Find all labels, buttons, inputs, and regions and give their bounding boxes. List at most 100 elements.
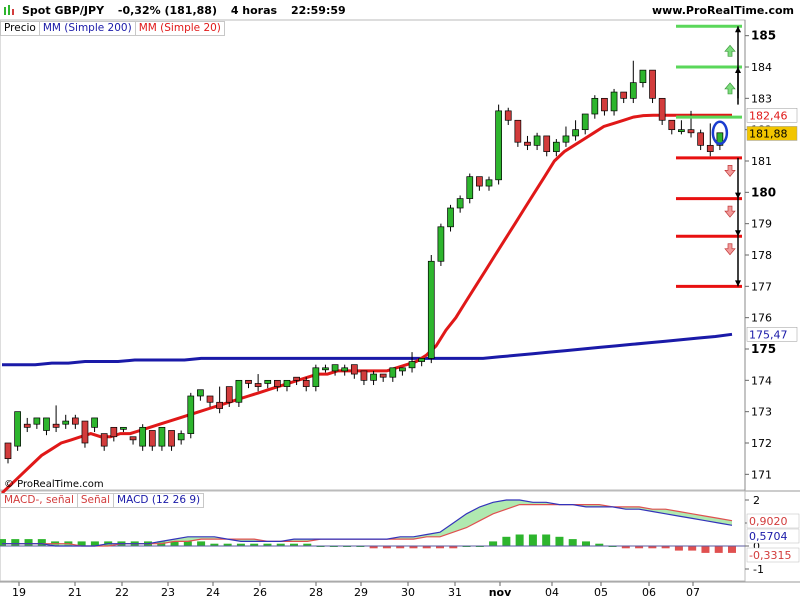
macd-histogram-bar xyxy=(515,534,524,546)
instrument-name: Spot GBP/JPY xyxy=(22,4,105,17)
macd-histogram-bar xyxy=(290,543,298,546)
candle xyxy=(322,367,329,371)
y-tick-label: 176 xyxy=(751,312,772,325)
y-tick-label: 184 xyxy=(751,61,772,74)
macd-histogram-bar xyxy=(236,543,245,546)
macd-histogram-bar xyxy=(568,539,577,546)
target-arrow-head-icon xyxy=(735,280,741,287)
sma20-price-label: 182,46 xyxy=(749,109,788,122)
macd-value-label: 0,9020 xyxy=(749,515,788,528)
target-arrow-head-icon xyxy=(735,26,741,33)
macd-y-tick-label: 0 xyxy=(753,540,760,553)
candle xyxy=(408,361,416,369)
highlight-ellipse xyxy=(711,120,729,146)
macd-histogram-bar xyxy=(542,534,551,546)
candle xyxy=(293,376,300,381)
macd-histogram-bar xyxy=(714,546,723,553)
site-url[interactable]: www.ProRealTime.com xyxy=(651,4,794,17)
sma200-line xyxy=(2,332,733,367)
sma20-price-label-box xyxy=(746,108,798,123)
candle xyxy=(168,430,175,447)
histogram-value-label-box xyxy=(746,547,800,563)
candle xyxy=(197,389,204,397)
macd-histogram-bar xyxy=(170,541,179,546)
candle xyxy=(716,132,724,146)
target-arrow-head-icon xyxy=(735,67,741,73)
candle xyxy=(389,367,397,378)
candle xyxy=(562,135,570,143)
macd-histogram-bar xyxy=(303,543,312,546)
macd-y-tick-label: 2 xyxy=(753,494,760,507)
macd-y-tick-label: -1 xyxy=(753,563,764,576)
legend-sma20[interactable]: MM (Simple 20) xyxy=(134,21,225,36)
macd-histogram-bar xyxy=(528,534,537,546)
y-tick-label: 171 xyxy=(751,468,772,481)
y-tick-label: 183 xyxy=(751,92,772,105)
candle xyxy=(4,442,12,460)
legend-sma200[interactable]: MM (Simple 200) xyxy=(38,21,136,36)
macd-histogram-bar xyxy=(0,539,6,546)
candle xyxy=(177,433,185,441)
y-tick-label: 178 xyxy=(751,249,772,262)
candle xyxy=(370,373,377,381)
macd-histogram-bar xyxy=(276,543,285,546)
candle xyxy=(235,379,243,403)
down-arrow-icon xyxy=(724,205,736,218)
candle xyxy=(543,135,551,152)
candle xyxy=(187,395,195,434)
candle xyxy=(572,129,579,137)
macd-histogram-bar xyxy=(250,543,259,546)
candle xyxy=(71,417,79,425)
candle xyxy=(620,91,628,99)
x-tick-label: 22 xyxy=(115,586,129,599)
candle xyxy=(552,141,560,152)
candle xyxy=(591,97,599,115)
y-tick-label: 172 xyxy=(751,437,772,450)
macd-histogram-bar xyxy=(183,541,192,546)
x-tick-label: 29 xyxy=(354,586,368,599)
candle xyxy=(447,207,454,228)
signal-value-label-box xyxy=(746,528,800,544)
candle xyxy=(668,119,676,131)
macd-panel-frame xyxy=(0,490,746,582)
candle xyxy=(14,411,21,447)
signal-value-label: 0,5704 xyxy=(749,530,788,543)
macd-histogram-bar xyxy=(77,541,86,546)
candle xyxy=(687,129,695,134)
candle xyxy=(23,423,31,428)
legend-macd-minus[interactable]: MACD-, señal xyxy=(0,493,78,508)
macd-histogram-bar xyxy=(37,539,46,546)
y-tick-label: 177 xyxy=(751,280,772,293)
candle xyxy=(697,132,704,146)
x-tick-label: 06 xyxy=(642,586,656,599)
y-tick-label: 180 xyxy=(751,185,776,199)
macd-histogram-bar xyxy=(210,543,219,546)
macd-histogram-bar xyxy=(582,541,590,546)
macd-histogram-bar xyxy=(409,546,418,549)
macd-histogram-bar xyxy=(502,536,511,546)
candle xyxy=(350,364,358,375)
y-tick-label: 175 xyxy=(751,342,776,356)
candle xyxy=(658,97,666,121)
macd-histogram-bar xyxy=(382,546,391,549)
x-tick-label: 24 xyxy=(206,586,220,599)
macd-histogram-bar xyxy=(621,546,630,549)
candle xyxy=(110,426,118,438)
candle xyxy=(245,379,252,384)
candle xyxy=(62,420,70,425)
candle xyxy=(504,110,512,121)
macd-histogram-bar xyxy=(422,546,431,549)
x-tick-label: 05 xyxy=(594,586,608,599)
up-arrow-icon xyxy=(724,44,736,57)
candle xyxy=(302,379,310,387)
macd-histogram-bar xyxy=(223,543,232,546)
candle xyxy=(158,426,166,447)
legend-macd[interactable]: MACD (12 26 9) xyxy=(113,493,205,508)
candle xyxy=(148,430,156,447)
candle xyxy=(100,433,108,447)
legend-signal[interactable]: Señal xyxy=(76,493,115,508)
macd-histogram-bar xyxy=(449,546,458,549)
candle xyxy=(254,383,262,387)
